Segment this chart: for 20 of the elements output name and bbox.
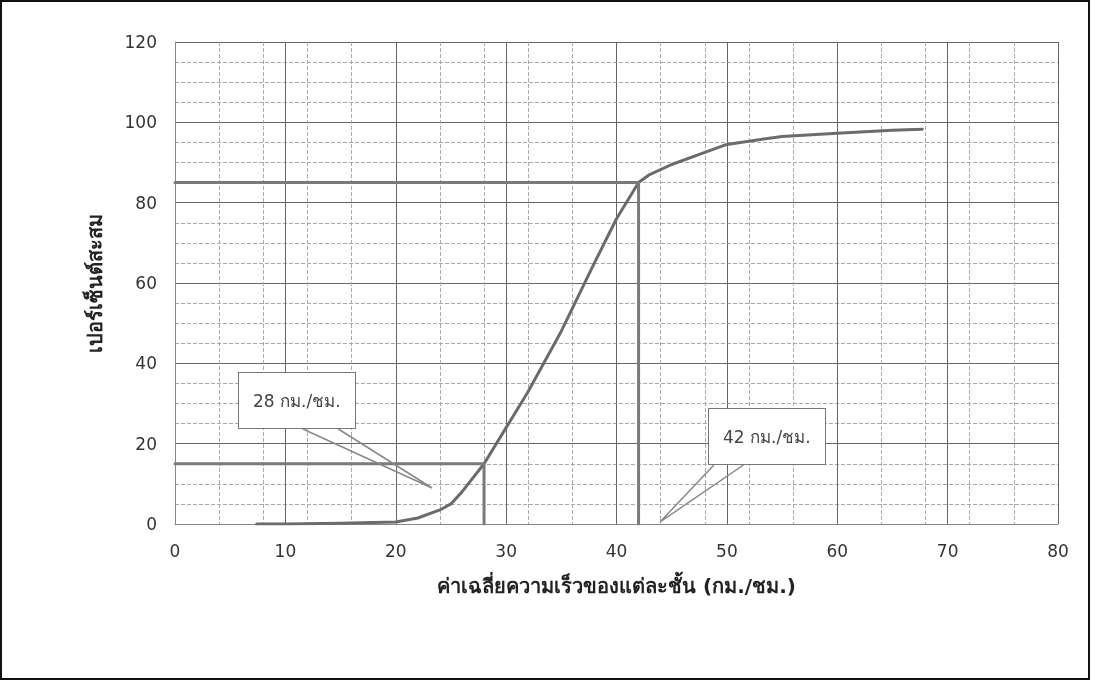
annotation: 42 กม./ชม. <box>708 408 826 465</box>
y-tick-label: 0 <box>146 514 157 534</box>
annotation: 28 กม./ชม. <box>238 372 356 429</box>
x-tick-label: 40 <box>605 540 628 561</box>
y-tick-label: 80 <box>135 192 157 213</box>
x-axis-title: ค่าเฉลี่ยความเร็วของแต่ละชั้น (กม./ชม.) <box>437 571 796 598</box>
x-tick-label: 20 <box>384 540 407 561</box>
x-tick-label: 70 <box>936 540 959 561</box>
x-tick-label: 80 <box>1047 540 1069 561</box>
y-tick-label: 100 <box>124 112 157 133</box>
x-tick-label: 30 <box>495 540 517 561</box>
y-tick-label: 120 <box>124 32 157 52</box>
y-tick-label: 60 <box>135 273 157 293</box>
x-tick-label: 60 <box>826 540 849 561</box>
x-tick-label: 50 <box>716 540 738 561</box>
y-tick-label: 20 <box>135 433 157 454</box>
y-tick-label: 40 <box>135 353 157 374</box>
x-tick-label: 0 <box>169 540 181 561</box>
x-tick-label: 10 <box>274 540 297 561</box>
y-axis-title: เปอร์เซ็นต์สะสม <box>82 213 107 353</box>
